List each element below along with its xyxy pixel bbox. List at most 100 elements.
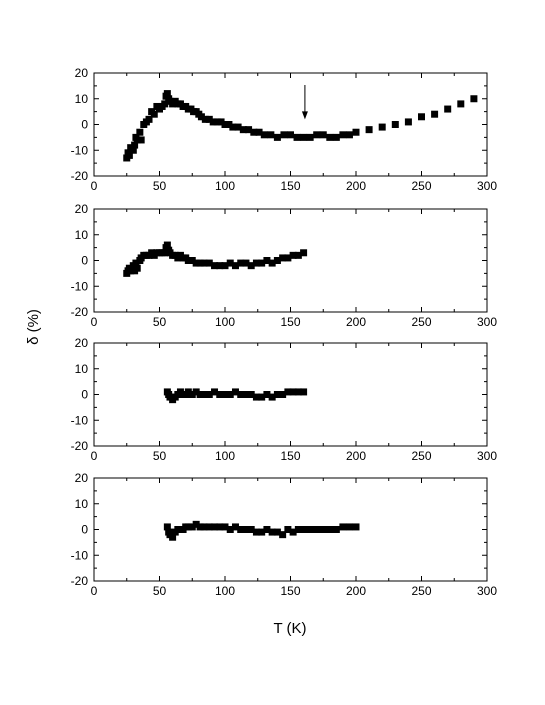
data-point bbox=[231, 262, 239, 270]
data-point bbox=[192, 259, 200, 267]
y-tick-label: -20 bbox=[71, 439, 89, 453]
y-tick-label: 0 bbox=[81, 254, 88, 268]
data-point bbox=[127, 267, 135, 275]
data-point bbox=[205, 523, 213, 531]
data-point bbox=[184, 257, 192, 264]
data-point bbox=[300, 388, 308, 396]
x-tick-label: 50 bbox=[153, 315, 167, 329]
data-point bbox=[365, 126, 373, 134]
data-point bbox=[284, 254, 292, 262]
data-point bbox=[216, 262, 224, 270]
data-point bbox=[273, 391, 281, 398]
x-tick-label: 300 bbox=[477, 584, 497, 598]
data-point bbox=[326, 133, 334, 141]
data-point bbox=[237, 259, 245, 267]
data-point bbox=[231, 388, 239, 396]
data-point bbox=[289, 251, 297, 259]
data-point bbox=[345, 523, 353, 531]
data-point bbox=[260, 131, 268, 139]
data-point bbox=[201, 115, 209, 123]
x-axis-title: T (K) bbox=[273, 620, 306, 637]
data-point bbox=[242, 259, 250, 267]
y-tick-label: 20 bbox=[75, 471, 89, 485]
data-point bbox=[293, 133, 301, 141]
data-point bbox=[226, 259, 234, 267]
y-tick-label: -20 bbox=[71, 169, 89, 183]
data-point bbox=[133, 264, 141, 272]
data-point bbox=[457, 100, 465, 108]
y-tick-label: 10 bbox=[75, 92, 89, 106]
data-point bbox=[326, 526, 334, 533]
data-point bbox=[345, 131, 353, 139]
data-point bbox=[237, 526, 245, 533]
data-point bbox=[197, 113, 205, 121]
data-point bbox=[294, 526, 302, 533]
data-point bbox=[258, 528, 266, 536]
data-point bbox=[161, 100, 169, 108]
data-point bbox=[221, 121, 229, 128]
y-tick-label: 10 bbox=[75, 228, 89, 242]
x-tick-label: 100 bbox=[215, 584, 235, 598]
data-point bbox=[242, 526, 250, 533]
data-point bbox=[221, 391, 229, 398]
x-tick-label: 0 bbox=[91, 584, 98, 598]
y-tick-label: -20 bbox=[71, 305, 89, 319]
data-point bbox=[313, 131, 321, 139]
y-tick-label: -10 bbox=[71, 548, 89, 562]
x-tick-label: 0 bbox=[91, 315, 98, 329]
y-axis-title: δ (%) bbox=[25, 309, 42, 345]
data-point bbox=[196, 523, 204, 531]
data-point bbox=[234, 123, 242, 131]
data-point bbox=[188, 523, 196, 531]
data-point bbox=[378, 123, 386, 131]
data-point bbox=[263, 526, 271, 533]
data-point bbox=[211, 523, 219, 531]
y-tick-label: 10 bbox=[75, 362, 89, 376]
data-point bbox=[217, 118, 225, 126]
plot-frame bbox=[93, 72, 488, 177]
x-tick-label: 200 bbox=[346, 449, 366, 463]
data-point bbox=[279, 391, 287, 398]
y-tick-label: -10 bbox=[71, 279, 89, 293]
data-point bbox=[239, 126, 247, 134]
data-point bbox=[332, 526, 340, 533]
data-point bbox=[205, 259, 213, 267]
data-point bbox=[221, 262, 229, 270]
data-point bbox=[300, 249, 308, 257]
data-point bbox=[263, 257, 271, 264]
data-point bbox=[226, 391, 234, 398]
x-tick-label: 150 bbox=[280, 584, 300, 598]
data-point bbox=[263, 391, 271, 398]
data-point bbox=[163, 241, 171, 249]
x-tick-label: 250 bbox=[411, 179, 431, 193]
data-point bbox=[163, 90, 171, 98]
data-point bbox=[250, 128, 258, 136]
data-point bbox=[470, 95, 478, 103]
data-point bbox=[279, 254, 287, 262]
data-point bbox=[306, 133, 314, 141]
x-tick-label: 150 bbox=[280, 179, 300, 193]
x-tick-label: 250 bbox=[411, 315, 431, 329]
data-point bbox=[161, 249, 169, 257]
x-tick-label: 50 bbox=[153, 584, 167, 598]
x-tick-label: 50 bbox=[153, 449, 167, 463]
y-tick-label: 0 bbox=[81, 118, 88, 132]
data-point bbox=[245, 126, 253, 134]
data-point bbox=[226, 526, 234, 533]
data-point bbox=[252, 528, 260, 536]
data-point bbox=[268, 393, 276, 401]
y-tick-label: 20 bbox=[75, 66, 89, 80]
data-point bbox=[319, 526, 327, 533]
data-point bbox=[133, 136, 141, 144]
data-point bbox=[213, 118, 221, 126]
y-tick-label: -10 bbox=[71, 143, 89, 157]
x-tick-label: 50 bbox=[153, 179, 167, 193]
data-point bbox=[209, 118, 217, 126]
data-point bbox=[221, 523, 229, 531]
x-tick-label: 0 bbox=[91, 449, 98, 463]
data-point bbox=[268, 259, 276, 267]
